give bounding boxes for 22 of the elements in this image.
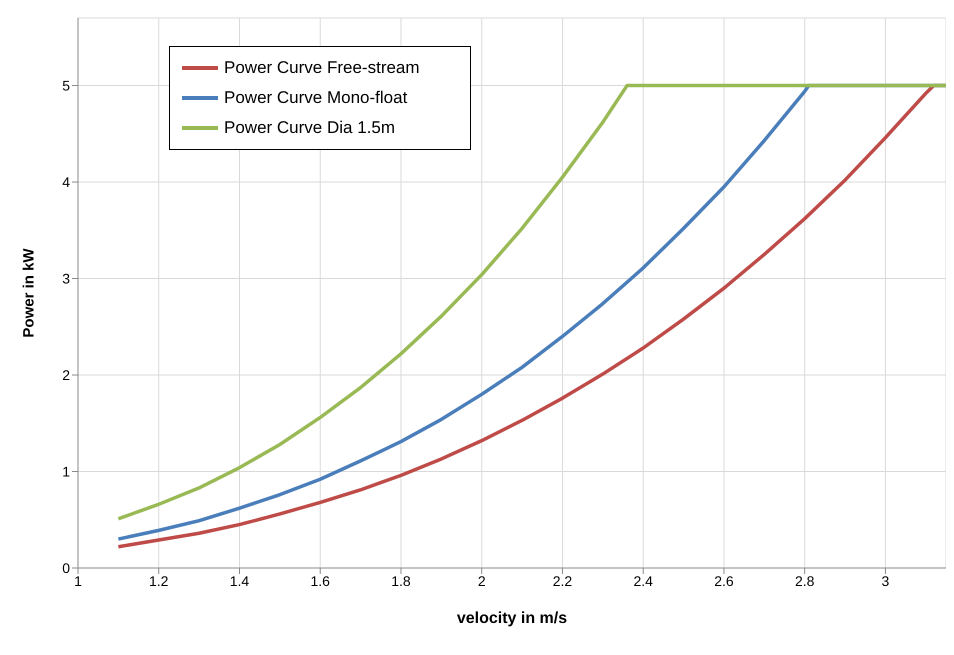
- x-tick-label: 2.4: [633, 572, 654, 589]
- x-tick-label: 2.6: [714, 572, 734, 589]
- legend-label: Power Curve Free-stream: [224, 58, 420, 78]
- y-tick-label: 0: [62, 560, 70, 576]
- x-tick-label: 1.8: [391, 572, 411, 589]
- y-tick-label: 1: [62, 463, 70, 480]
- x-tick-label: 2.2: [552, 572, 572, 589]
- x-tick-label: 1.4: [230, 572, 250, 589]
- x-tick-label: 3: [882, 572, 890, 589]
- x-tick-label: 1.6: [310, 572, 330, 589]
- legend-label: Power Curve Dia 1.5m: [224, 118, 396, 138]
- x-tick-label: 2: [478, 572, 486, 589]
- y-tick-label: 3: [62, 270, 70, 286]
- y-tick-label: 4: [62, 174, 70, 190]
- legend-label: Power Curve Mono-float: [224, 88, 408, 108]
- y-tick-label: 2: [62, 366, 70, 383]
- y-axis-title: Power in kW: [20, 248, 38, 338]
- x-tick-label: 1.2: [149, 572, 169, 589]
- y-tick-label: 5: [62, 78, 70, 94]
- x-axis-title: velocity in m/s: [456, 610, 568, 627]
- x-tick-label: 2.8: [794, 572, 815, 589]
- x-tick-label: 1: [74, 572, 82, 589]
